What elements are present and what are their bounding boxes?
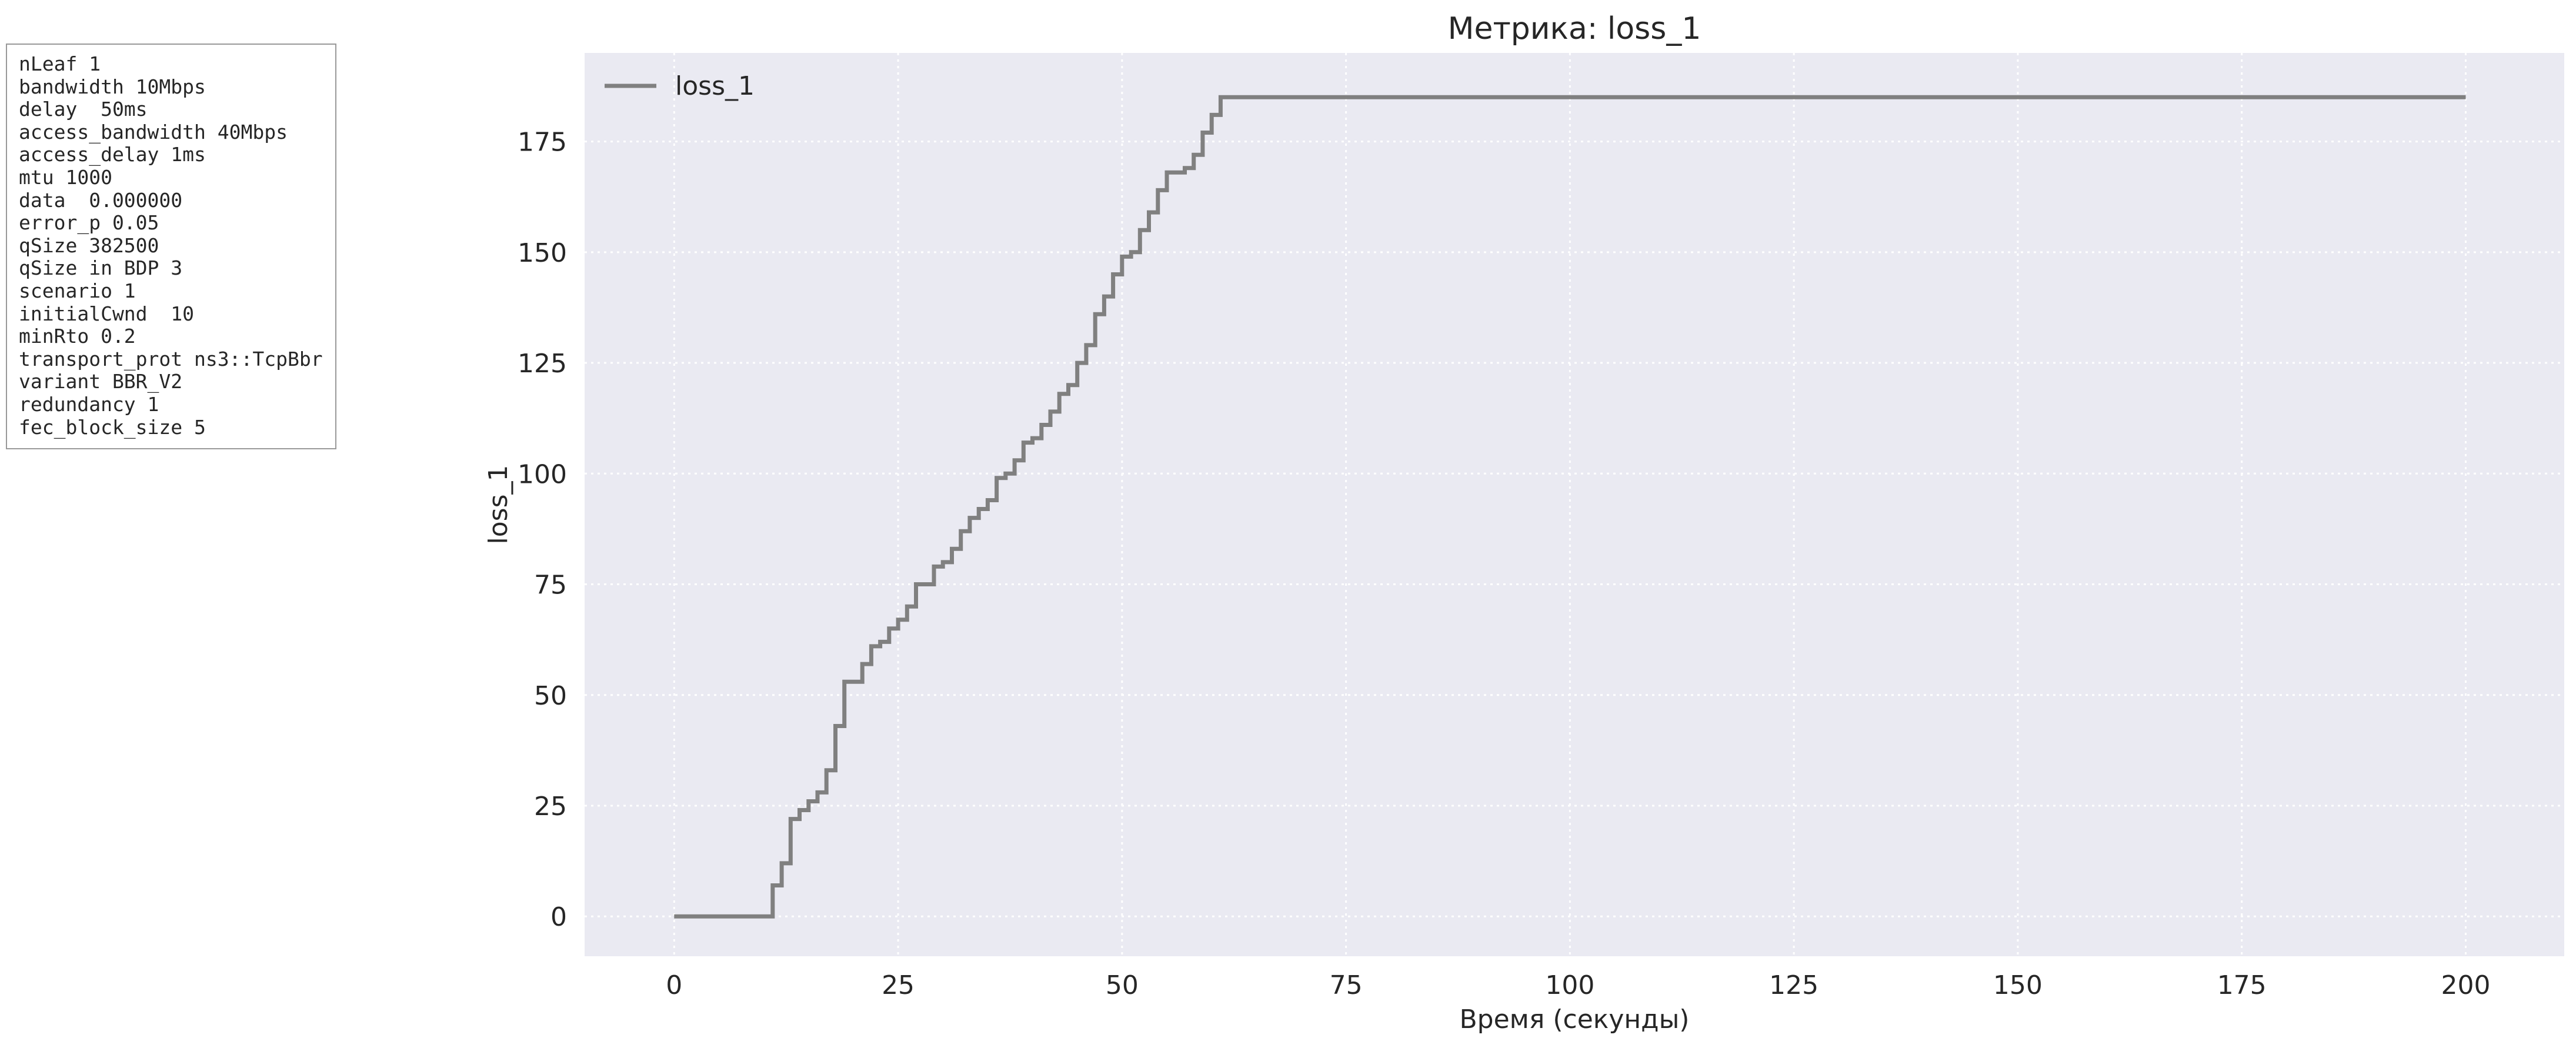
param-line: transport_prot ns3::TcpBbr bbox=[19, 347, 323, 371]
param-line: scenario 1 bbox=[19, 279, 136, 302]
parameters-box: nLeaf 1 bandwidth 10Mbps delay 50ms access_… bbox=[6, 44, 336, 449]
x-tick-label: 0 bbox=[666, 970, 682, 1000]
y-axis-label: loss_1 bbox=[483, 465, 513, 545]
param-line: initialCwnd 10 bbox=[19, 302, 195, 325]
y-tick-label: 50 bbox=[534, 681, 567, 711]
y-tick-label: 100 bbox=[518, 459, 567, 489]
param-line: error_p 0.05 bbox=[19, 211, 159, 235]
y-tick-label: 0 bbox=[550, 902, 567, 932]
param-line: bandwidth 10Mbps bbox=[19, 75, 206, 98]
param-line: access_bandwidth 40Mbps bbox=[19, 120, 288, 143]
y-tick-label: 175 bbox=[518, 128, 567, 158]
param-line: fec_block_size 5 bbox=[19, 415, 206, 439]
x-tick-label: 100 bbox=[1545, 970, 1594, 1000]
tick-labels: 0 25 50 75 100 125 150 175 200 0 25 50 75 100 125 150 17… bbox=[518, 128, 2490, 1000]
param-line: variant BBR_V2 bbox=[19, 370, 183, 393]
legend: loss_1 bbox=[605, 71, 755, 101]
grid bbox=[585, 53, 2564, 956]
param-line: redundancy 1 bbox=[19, 392, 159, 416]
x-tick-label: 75 bbox=[1330, 970, 1363, 1000]
y-tick-label: 150 bbox=[518, 238, 567, 268]
y-tick-label: 75 bbox=[534, 570, 567, 600]
x-tick-label: 150 bbox=[1993, 970, 2043, 1000]
param-line: qSize 382500 bbox=[19, 233, 159, 257]
x-tick-label: 25 bbox=[882, 970, 915, 1000]
chart-title: Метрика: loss_1 bbox=[1448, 11, 1701, 46]
x-tick-label: 125 bbox=[1769, 970, 1818, 1000]
param-line: qSize in BDP 3 bbox=[19, 256, 183, 280]
series-line-loss_1 bbox=[674, 95, 2466, 919]
series-layer bbox=[674, 95, 2466, 919]
legend-label-loss_1: loss_1 bbox=[675, 71, 755, 101]
x-tick-label: 50 bbox=[1106, 970, 1139, 1000]
param-line: data 0.000000 bbox=[19, 188, 183, 212]
param-line: nLeaf 1 bbox=[19, 52, 101, 75]
param-line: minRto 0.2 bbox=[19, 325, 136, 348]
param-line: delay 50ms bbox=[19, 98, 148, 121]
y-tick-label: 25 bbox=[534, 792, 567, 822]
param-line: mtu 1000 bbox=[19, 165, 112, 189]
x-tick-label: 175 bbox=[2217, 970, 2267, 1000]
plot-area bbox=[585, 53, 2564, 956]
x-tick-label: 200 bbox=[2441, 970, 2490, 1000]
param-line: access_delay 1ms bbox=[19, 143, 206, 166]
x-axis-label: Время (секунды) bbox=[1460, 1004, 1690, 1034]
y-tick-label: 125 bbox=[518, 349, 567, 379]
